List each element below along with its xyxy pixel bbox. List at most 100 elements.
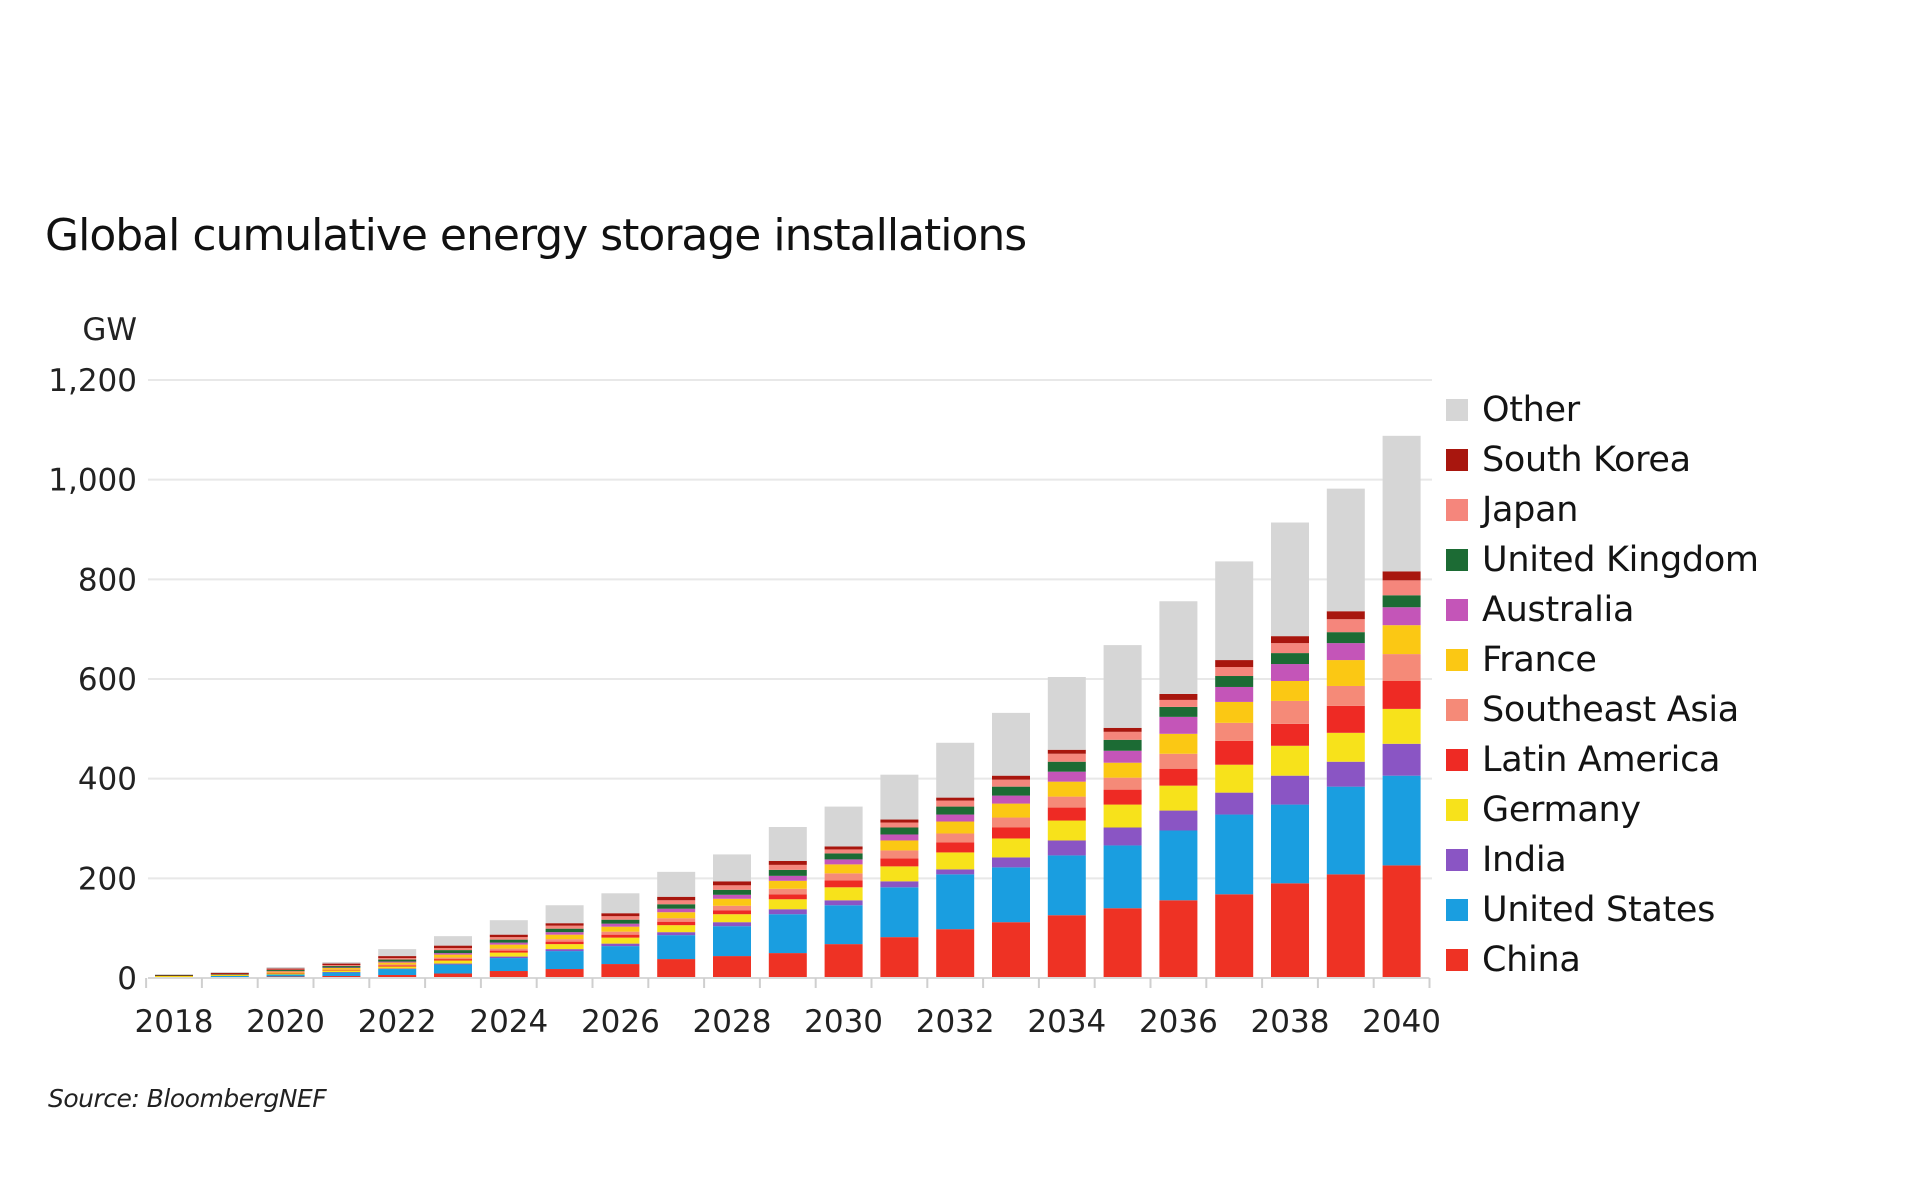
bar-segment-southeast-asia xyxy=(378,964,417,966)
bar-segment-united-kingdom xyxy=(1215,676,1254,687)
bar-segment-southeast-asia xyxy=(1215,722,1254,741)
bar-segment-united-kingdom xyxy=(434,950,472,954)
bar-segment-other xyxy=(1159,601,1198,694)
bar-stack-2040 xyxy=(1382,435,1421,978)
bar-segment-latin-america xyxy=(545,941,584,945)
bar-segment-japan xyxy=(992,779,1030,787)
bar-segment-germany xyxy=(1382,708,1421,744)
bar-segment-latin-america xyxy=(1326,705,1365,733)
bar-stack-2021 xyxy=(322,962,361,978)
bar-segment-france xyxy=(434,954,472,958)
bar-stack-2030 xyxy=(824,806,863,978)
bar-segment-united-kingdom xyxy=(1326,632,1365,644)
bar-segment-united-states xyxy=(657,935,696,960)
bar-segment-france xyxy=(936,821,975,834)
bar-segment-france xyxy=(1103,762,1142,778)
bar-segment-japan xyxy=(378,958,417,960)
bar-segment-china xyxy=(657,959,696,978)
legend-label: India xyxy=(1482,840,1567,880)
bar-segment-south-korea xyxy=(210,973,249,975)
bar-stack-2035 xyxy=(1103,645,1142,978)
y-axis-ticks: 0 200 400 600 800 1,000 1,200 xyxy=(48,363,137,997)
bar-segment-southeast-asia xyxy=(601,931,640,935)
bar-segment-other xyxy=(824,806,863,847)
legend-swatch xyxy=(1446,449,1468,471)
bar-segment-other xyxy=(1047,677,1086,750)
bar-segment-japan xyxy=(545,925,584,929)
bar-segment-latin-america xyxy=(1159,768,1198,786)
bar-segment-germany xyxy=(713,914,751,923)
bar-segment-japan xyxy=(880,822,919,828)
bar-segment-germany xyxy=(266,973,305,975)
bar-segment-southeast-asia xyxy=(1159,753,1198,769)
legend-swatch xyxy=(1446,749,1468,771)
bar-segment-united-states xyxy=(489,958,528,972)
bar-segment-other xyxy=(880,774,919,820)
bar-segment-southeast-asia xyxy=(489,948,528,951)
bar-segment-latin-america xyxy=(1047,807,1086,821)
bar-segment-southeast-asia xyxy=(768,888,807,895)
bar-segment-australia xyxy=(657,908,696,913)
bar-segment-latin-america xyxy=(657,921,696,926)
bar-segment-south-korea xyxy=(1159,693,1198,700)
legend-label: France xyxy=(1482,640,1597,680)
bar-segment-india xyxy=(657,932,696,936)
bar-segment-china xyxy=(1326,874,1365,978)
bar-segment-southeast-asia xyxy=(1103,777,1142,790)
bar-stack-2025 xyxy=(545,905,584,978)
bar-segment-other xyxy=(322,962,361,964)
bar-segment-southeast-asia xyxy=(434,957,472,960)
bar-segment-other xyxy=(1215,561,1254,661)
bar-segment-united-kingdom xyxy=(378,959,417,962)
bar-segment-latin-america xyxy=(266,973,305,974)
bar-segment-united-states xyxy=(1047,855,1086,916)
bar-segment-china xyxy=(992,922,1030,978)
bar-segment-latin-america xyxy=(1271,723,1309,746)
bar-segment-latin-america xyxy=(880,858,919,867)
legend: Other South Korea Japan United Kingdom Austr… xyxy=(1446,385,1759,985)
bars xyxy=(155,435,1421,979)
bar-segment-latin-america xyxy=(322,970,361,971)
bar-segment-united-states xyxy=(266,974,305,977)
legend-item: Japan xyxy=(1446,485,1759,535)
legend-swatch xyxy=(1446,399,1468,421)
bar-segment-latin-america xyxy=(601,934,640,938)
bar-segment-south-korea xyxy=(880,819,919,823)
legend-item: Southeast Asia xyxy=(1446,685,1759,735)
y-tick-label: 0 xyxy=(117,961,137,997)
legend-swatch xyxy=(1446,649,1468,671)
bar-segment-france xyxy=(322,968,361,970)
bar-segment-united-states xyxy=(768,914,807,954)
bar-segment-united-states xyxy=(601,946,640,965)
bar-segment-india xyxy=(1047,840,1086,856)
bar-segment-germany xyxy=(1215,764,1254,793)
bar-segment-south-korea xyxy=(824,846,863,850)
bar-segment-france xyxy=(210,975,249,976)
bar-segment-southeast-asia xyxy=(1047,796,1086,808)
bar-segment-united-kingdom xyxy=(155,975,193,977)
bar-stack-2028 xyxy=(713,854,751,978)
bar-segment-south-korea xyxy=(489,934,528,938)
bar-segment-germany xyxy=(657,925,696,933)
source-note: Source: BloombergNEF xyxy=(48,1084,327,1113)
bar-segment-france xyxy=(1159,733,1198,754)
legend-item: India xyxy=(1446,835,1759,885)
bar-segment-france xyxy=(657,912,696,919)
bar-segment-india xyxy=(1103,827,1142,846)
bar-segment-southeast-asia xyxy=(992,817,1030,828)
bar-segment-china xyxy=(936,929,975,978)
bar-stack-2026 xyxy=(601,893,640,978)
bar-segment-australia xyxy=(880,834,919,841)
legend-swatch xyxy=(1446,599,1468,621)
legend-label: Australia xyxy=(1482,590,1635,630)
bar-segment-united-kingdom xyxy=(489,939,528,943)
legend-label: United Kingdom xyxy=(1482,540,1759,580)
x-tick-label: 2034 xyxy=(1027,1004,1106,1040)
bar-stack-2039 xyxy=(1326,488,1365,978)
x-tick-label: 2040 xyxy=(1362,1004,1441,1040)
bar-segment-india xyxy=(545,949,584,952)
bar-segment-other xyxy=(1382,435,1421,572)
bar-segment-united-states xyxy=(824,905,863,945)
bar-segment-south-korea xyxy=(1215,660,1254,668)
y-tick-label: 600 xyxy=(78,662,137,698)
